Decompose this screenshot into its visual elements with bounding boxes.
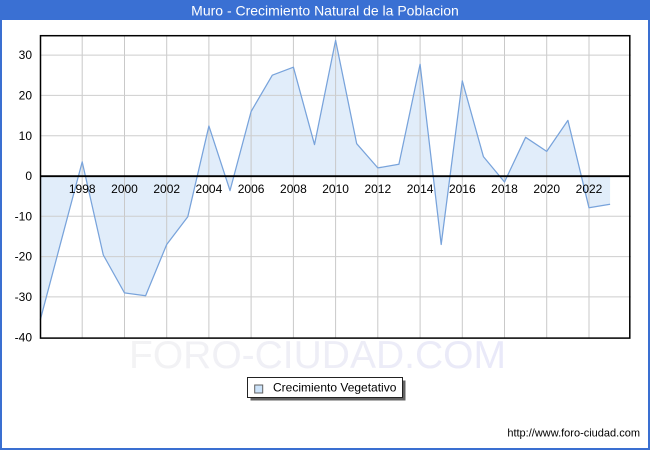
svg-text:FORO-CIUDAD.COM: FORO-CIUDAD.COM (129, 334, 506, 377)
svg-text:2004: 2004 (196, 182, 223, 196)
svg-text:0: 0 (25, 169, 32, 183)
svg-text:2008: 2008 (280, 182, 307, 196)
svg-text:30: 30 (19, 48, 33, 62)
svg-text:2012: 2012 (364, 182, 391, 196)
svg-text:10: 10 (19, 129, 33, 143)
svg-text:2002: 2002 (153, 182, 180, 196)
svg-text:2010: 2010 (322, 182, 349, 196)
svg-text:2022: 2022 (576, 182, 603, 196)
svg-text:20: 20 (19, 89, 33, 103)
svg-text:-20: -20 (15, 250, 33, 264)
svg-text:2000: 2000 (111, 182, 138, 196)
svg-text:2018: 2018 (491, 182, 518, 196)
svg-text:2016: 2016 (449, 182, 476, 196)
svg-text:2020: 2020 (533, 182, 560, 196)
svg-text:1998: 1998 (69, 182, 96, 196)
svg-text:2014: 2014 (407, 182, 434, 196)
svg-text:Crecimiento Vegetativo: Crecimiento Vegetativo (273, 381, 397, 395)
svg-text:http://www.foro-ciudad.com: http://www.foro-ciudad.com (507, 427, 640, 439)
svg-text:-10: -10 (15, 209, 33, 223)
svg-text:-30: -30 (15, 290, 33, 304)
svg-text:-40: -40 (15, 330, 33, 344)
svg-text:Muro - Crecimiento Natural de: Muro - Crecimiento Natural de la Poblaci… (191, 3, 459, 19)
svg-text:2006: 2006 (238, 182, 265, 196)
